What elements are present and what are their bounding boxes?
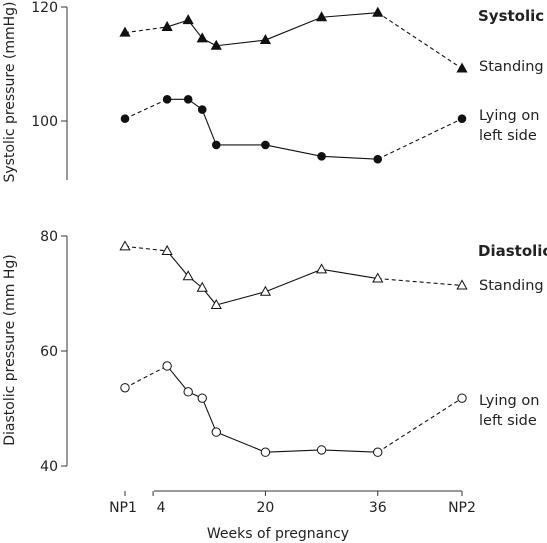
x-tick-label: 20 bbox=[257, 500, 275, 516]
data-point-1-1-1 bbox=[162, 361, 172, 371]
series-segment-1-0-0 bbox=[124, 245, 168, 252]
data-point-0-1-8 bbox=[457, 114, 467, 124]
panel-title: Diastolic bbox=[478, 242, 547, 260]
series-segment-0-1-6 bbox=[321, 155, 378, 160]
data-point-1-0-2 bbox=[182, 270, 194, 281]
panel-title: Systolic bbox=[478, 7, 544, 25]
data-point-1-0-5 bbox=[259, 285, 272, 296]
data-point-1-0-0 bbox=[119, 240, 131, 251]
series-label: Standing bbox=[479, 59, 544, 75]
series-segment-0-0-4 bbox=[216, 39, 266, 47]
series-segment-1-0-7 bbox=[377, 278, 463, 286]
data-point-1-1-5 bbox=[260, 447, 271, 457]
data-point-0-0-2 bbox=[182, 14, 194, 25]
data-point-1-0-8 bbox=[456, 279, 468, 290]
data-point-1-1-6 bbox=[316, 445, 327, 455]
y-tick-label: 40 bbox=[40, 459, 58, 475]
data-point-1-0-7 bbox=[372, 272, 384, 283]
axes bbox=[61, 6, 463, 496]
data-point-0-1-2 bbox=[183, 95, 193, 104]
data-point-1-0-6 bbox=[315, 263, 328, 274]
series-segment-1-1-5 bbox=[265, 449, 322, 453]
x-tick-label: 36 bbox=[369, 500, 387, 516]
series-segment-1-1-4 bbox=[216, 431, 266, 453]
series-segment-1-1-0 bbox=[124, 365, 168, 389]
data-point-0-1-7 bbox=[373, 154, 383, 164]
data-point-0-0-5 bbox=[259, 34, 272, 45]
data-point-0-1-0 bbox=[120, 114, 130, 124]
data-point-1-0-3 bbox=[196, 281, 208, 292]
y-axis-title: Systolic pressure (mmHg) bbox=[2, 2, 18, 183]
y-tick-label: 120 bbox=[31, 0, 58, 16]
series-segment-0-0-7 bbox=[377, 12, 463, 70]
series-segment-1-1-1 bbox=[166, 365, 189, 393]
series-segment-0-1-5 bbox=[265, 144, 322, 157]
series-label-line: left side bbox=[479, 413, 537, 429]
data-point-1-1-7 bbox=[373, 447, 383, 457]
data-point-1-0-4 bbox=[210, 298, 222, 309]
series-label: Lying on left side bbox=[479, 393, 539, 429]
series-segment-1-0-6 bbox=[321, 268, 378, 280]
data-point-0-0-1 bbox=[161, 20, 173, 31]
data-point-1-0-1 bbox=[161, 244, 173, 255]
data-point-1-1-2 bbox=[183, 387, 193, 397]
series-lines bbox=[124, 12, 463, 453]
data-point-0-0-4 bbox=[210, 39, 222, 50]
series-label-line: left side bbox=[479, 128, 537, 144]
data-point-0-1-1 bbox=[162, 95, 172, 104]
series-label: Standing bbox=[479, 278, 544, 294]
series-segment-0-1-0 bbox=[124, 98, 168, 120]
x-axis-title: Weeks of pregnancy bbox=[207, 526, 349, 542]
x-tick-label: NP1 bbox=[109, 500, 137, 516]
series-markers bbox=[119, 6, 468, 457]
series-segment-0-1-3 bbox=[201, 109, 217, 146]
data-point-0-1-6 bbox=[317, 152, 326, 161]
data-point-1-1-4 bbox=[211, 427, 221, 437]
series-segment-1-0-5 bbox=[265, 268, 322, 293]
data-point-0-1-4 bbox=[211, 140, 221, 150]
series-segment-0-0-6 bbox=[321, 12, 378, 18]
data-point-0-1-3 bbox=[197, 105, 207, 114]
y-tick-label: 100 bbox=[31, 114, 58, 130]
x-tick-label: NP2 bbox=[448, 500, 476, 516]
series-label-line: Lying on bbox=[479, 108, 539, 124]
series-segment-1-0-4 bbox=[216, 291, 266, 306]
data-point-1-1-8 bbox=[457, 393, 467, 403]
series-label-line: Lying on bbox=[479, 393, 539, 409]
x-tick-label: 4 bbox=[157, 500, 166, 516]
data-point-1-1-3 bbox=[197, 393, 207, 403]
series-segment-0-0-0 bbox=[124, 26, 168, 34]
y-tick-label: 80 bbox=[40, 229, 58, 245]
y-tick-label: 60 bbox=[40, 344, 58, 360]
series-segment-0-0-5 bbox=[265, 16, 322, 41]
series-segment-1-1-3 bbox=[201, 397, 217, 433]
data-point-0-1-5 bbox=[261, 140, 270, 150]
data-point-0-0-8 bbox=[456, 62, 468, 73]
data-point-1-1-0 bbox=[120, 383, 130, 393]
series-segment-1-0-1 bbox=[166, 250, 189, 277]
data-point-0-0-3 bbox=[196, 32, 208, 43]
series-segment-1-1-7 bbox=[377, 397, 463, 453]
y-axis-title: Diastolic pressure (mm Hg) bbox=[2, 254, 18, 446]
series-segment-0-1-7 bbox=[377, 118, 463, 160]
series-segment-1-1-6 bbox=[321, 449, 378, 453]
data-point-0-0-7 bbox=[372, 6, 384, 17]
data-point-0-0-0 bbox=[119, 26, 131, 37]
data-point-0-0-6 bbox=[315, 11, 328, 22]
series-label: Lying on left side bbox=[479, 108, 539, 144]
